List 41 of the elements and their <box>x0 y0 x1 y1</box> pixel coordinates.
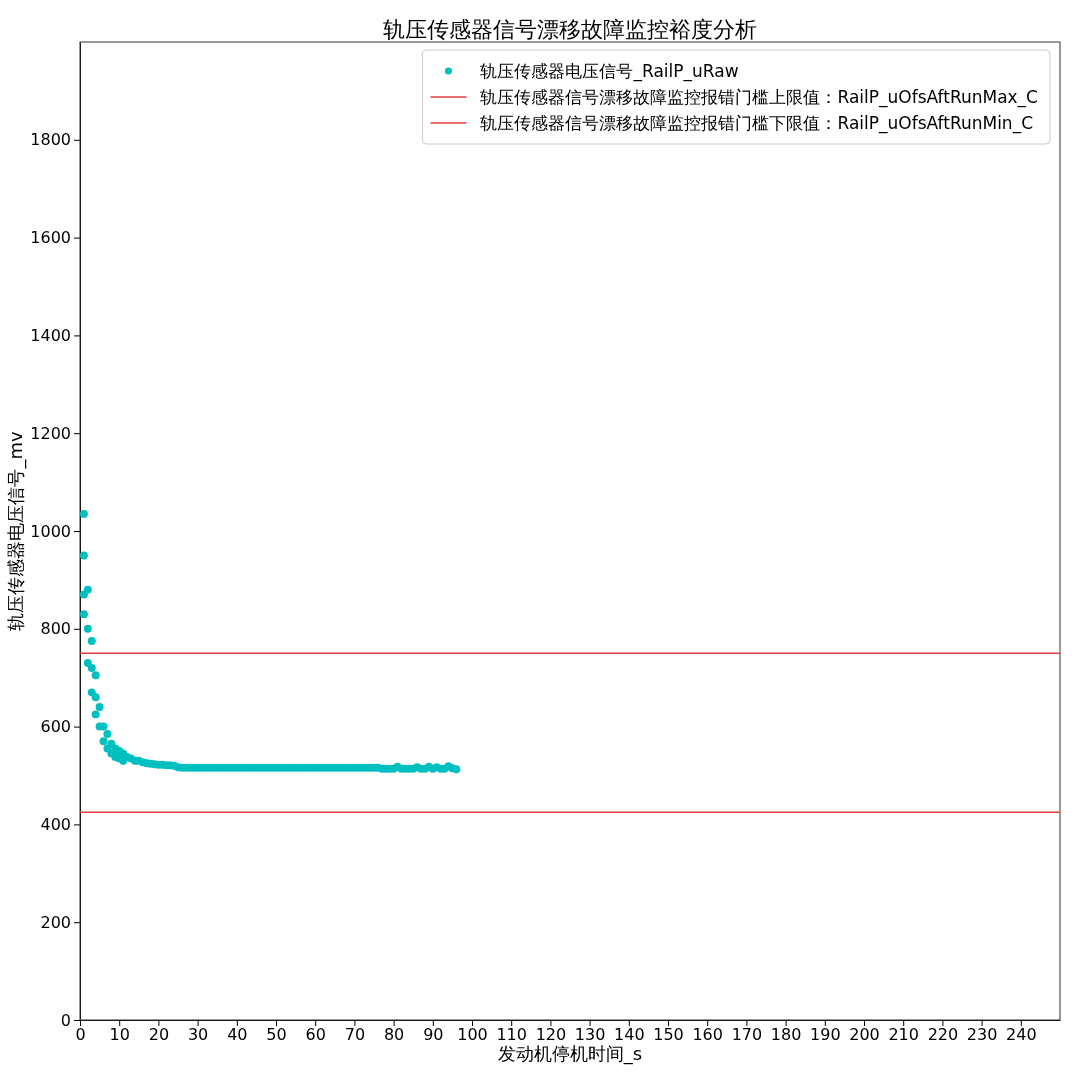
y-tick-label: 1000 <box>30 521 71 541</box>
x-tick-label: 40 <box>227 1025 248 1045</box>
x-tick-label: 200 <box>849 1025 880 1045</box>
y-tick-label: 1400 <box>30 326 71 346</box>
x-tick-label: 80 <box>383 1025 405 1045</box>
x-tick-label: 140 <box>614 1025 645 1045</box>
y-tick-label: 400 <box>40 815 71 835</box>
x-tick-label: 240 <box>1006 1025 1037 1045</box>
y-tick-label: 0 <box>60 1010 71 1030</box>
x-tick-label: 30 <box>187 1025 209 1045</box>
x-tick-label: 10 <box>109 1025 130 1045</box>
x-tick-label: 0 <box>75 1025 86 1045</box>
x-tick-label: 120 <box>535 1025 567 1045</box>
y-tick-label: 600 <box>40 717 71 737</box>
x-tick-label: 150 <box>653 1025 684 1045</box>
legend-label: 轨压传感器信号漂移故障监控报错门槛上限值：RailP_uOfsAftRunMax_C <box>480 87 1038 108</box>
y-tick-label: 1800 <box>30 130 71 150</box>
y-tick-label: 1200 <box>30 423 71 443</box>
x-tick-label: 90 <box>423 1025 444 1045</box>
y-tick-label: 1600 <box>30 228 71 248</box>
y-tick-label: 800 <box>40 619 71 639</box>
x-tick-label: 190 <box>810 1025 841 1045</box>
x-tick-label: 100 <box>457 1025 488 1045</box>
x-tick-label: 130 <box>574 1025 606 1045</box>
x-tick-label: 20 <box>148 1025 170 1045</box>
x-tick-label: 220 <box>927 1025 959 1045</box>
x-tick-label: 70 <box>344 1025 366 1045</box>
x-tick-label: 110 <box>496 1025 527 1045</box>
x-tick-label: 50 <box>266 1025 287 1045</box>
x-tick-label: 230 <box>966 1025 998 1045</box>
y-tick-label: 200 <box>40 912 71 932</box>
legend-label: 轨压传感器电压信号_RailP_uRaw <box>480 61 739 82</box>
x-tick-label: 160 <box>692 1025 723 1045</box>
x-axis-title: 发动机停机时间_s <box>497 1043 643 1065</box>
x-tick-label: 170 <box>731 1025 763 1045</box>
x-tick-label: 210 <box>888 1025 919 1045</box>
legend-label: 轨压传感器信号漂移故障监控报错门槛下限值：RailP_uOfsAftRunMin_C <box>480 113 1034 134</box>
x-tick-label: 60 <box>305 1025 326 1045</box>
y-axis-title: 轨压传感器电压信号_mv <box>5 431 27 631</box>
chart-title: 轨压传感器信号漂移故障监控裕度分析 <box>383 17 757 42</box>
x-tick-label: 180 <box>770 1025 802 1045</box>
